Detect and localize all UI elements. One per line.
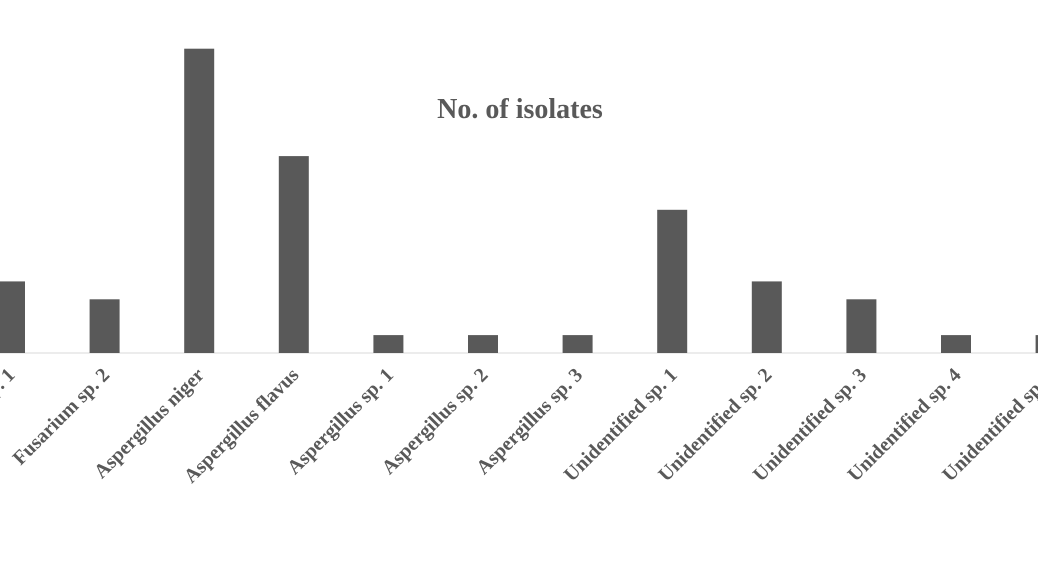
bar bbox=[373, 335, 404, 353]
bar bbox=[89, 299, 120, 353]
bar bbox=[941, 335, 971, 353]
bar bbox=[562, 335, 593, 353]
bar bbox=[184, 48, 215, 353]
x-tick-label: Fusarium sp. 2 bbox=[9, 364, 115, 470]
bar bbox=[1035, 335, 1038, 353]
bar bbox=[468, 335, 498, 353]
bar bbox=[0, 281, 25, 353]
bar bbox=[846, 299, 877, 353]
bar bbox=[751, 281, 782, 353]
bar bbox=[657, 209, 688, 353]
chart-title: No. of isolates bbox=[437, 94, 603, 125]
bar bbox=[278, 156, 309, 353]
